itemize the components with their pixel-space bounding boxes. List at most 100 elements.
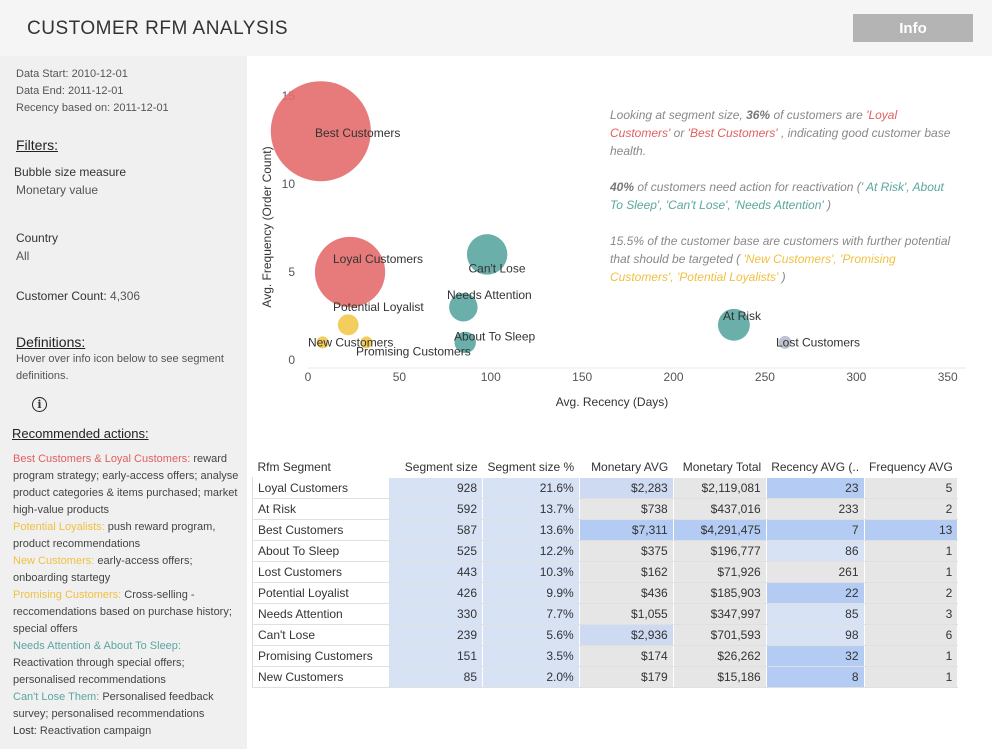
table-row[interactable]: Lost Customers 443 10.3% $162 $71,926 261 1 (252, 561, 959, 583)
country-label: Country (16, 231, 59, 245)
column-header[interactable]: Rfm Segment (252, 457, 389, 478)
table-row[interactable]: At Risk 592 13.7% $738 $437,016 233 2 (252, 498, 959, 520)
column-header[interactable]: Segment size (388, 457, 483, 478)
value-cell: $2,283 (578, 477, 674, 499)
value-cell: 239 (388, 624, 483, 646)
action-label: Can't Lose Them: (13, 691, 100, 703)
table-row[interactable]: Can't Lose 239 5.6% $2,936 $701,593 98 6 (252, 624, 959, 646)
x-tick-label: 0 (305, 370, 312, 384)
value-cell: $738 (578, 498, 674, 520)
header-bar: CUSTOMER RFM ANALYSIS Info (0, 0, 992, 56)
column-header[interactable]: Monetary AVG (579, 457, 674, 478)
value-cell: 12.2% (482, 540, 580, 562)
action-item: Best Customers & Loyal Customers: reward… (13, 451, 239, 519)
action-label: Promising Customers: (13, 589, 122, 601)
value-cell: 1 (863, 666, 959, 688)
x-tick-label: 250 (755, 370, 775, 384)
column-header[interactable]: Segment size % (482, 457, 580, 478)
value-cell: 85 (765, 603, 865, 625)
table-row[interactable]: Best Customers 587 13.6% $7,311 $4,291,475 7 1… (252, 519, 959, 541)
column-header[interactable]: Frequency AVG (864, 457, 958, 478)
table-row[interactable]: About To Sleep 525 12.2% $375 $196,777 86 1 (252, 540, 959, 562)
y-tick-label: 10 (282, 177, 296, 191)
customer-count: Customer Count: 4,306 (16, 289, 140, 303)
bubble-size-select[interactable]: Monetary value (16, 183, 99, 197)
commentary-yellow: 'New Customers', 'Promising Customers', … (610, 252, 896, 284)
table-row[interactable]: Needs Attention 330 7.7% $1,055 $347,997 85 3 (252, 603, 959, 625)
commentary-text: , indicating good customer base health. (610, 126, 951, 158)
segment-name-cell: Best Customers (252, 519, 389, 541)
column-header[interactable]: Recency AVG (.. (766, 457, 865, 478)
value-cell: 86 (765, 540, 865, 562)
bubble-best-customers (270, 81, 371, 182)
action-label: Best Customers & Loyal Customers: (13, 453, 191, 465)
value-cell: $71,926 (672, 561, 767, 583)
table-row[interactable]: Potential Loyalist 426 9.9% $436 $185,903 22 2 (252, 582, 959, 604)
value-cell: $2,936 (578, 624, 674, 646)
bubble-about-to-sleep (454, 331, 476, 354)
x-tick-label: 100 (481, 370, 501, 384)
value-cell: 525 (388, 540, 483, 562)
sidebar: Data Start: 2010-12-01 Data End: 2011-12… (0, 56, 247, 749)
action-label: Lost: (13, 725, 37, 737)
value-cell: 928 (388, 477, 483, 499)
rfm-bubble-chart: 051015050100150200250300350Avg. Recency … (253, 64, 973, 429)
value-cell: 151 (388, 645, 483, 667)
x-tick-label: 50 (393, 370, 407, 384)
column-header[interactable]: Monetary Total (673, 457, 767, 478)
commentary-text: 15.5% of the customer base are customers… (610, 234, 951, 266)
x-axis-label: Avg. Recency (Days) (556, 395, 668, 409)
value-cell: $179 (578, 666, 674, 688)
data-start-text: Data Start: 2010-12-01 (16, 68, 128, 80)
bubble-size-label: Bubble size measure (14, 165, 127, 179)
value-cell: 10.3% (482, 561, 580, 583)
bubble-can-t-lose (466, 234, 508, 275)
bubble-label: Can't Lose (469, 261, 526, 275)
bubble-loyal-customers (314, 236, 386, 308)
value-cell: $375 (578, 540, 674, 562)
bubble-new-customers (316, 336, 329, 349)
value-cell: 8 (765, 666, 865, 688)
definitions-line-2: definitions. (16, 370, 69, 382)
commentary-text: Looking at segment size, (610, 108, 747, 122)
table-row[interactable]: Promising Customers 151 3.5% $174 $26,262 32 1 (252, 645, 959, 667)
action-text: Personalised feedback survey; personalis… (13, 691, 214, 720)
action-text: push reward program, product recommendat… (13, 521, 216, 550)
table-row[interactable]: New Customers 85 2.0% $179 $15,186 8 1 (252, 666, 959, 688)
chart-svg: 051015050100150200250300350Avg. Recency … (260, 81, 966, 409)
value-cell: 13 (863, 519, 959, 541)
definitions-heading: Definitions: (16, 334, 86, 350)
table-row[interactable]: Loyal Customers 928 21.6% $2,283 $2,119,081 2… (252, 477, 959, 499)
recency-based-text: Recency based on: 2011-12-01 (16, 102, 169, 114)
action-label: Potential Loyalists: (13, 521, 105, 533)
info-icon[interactable]: i (32, 397, 47, 412)
action-label: Needs Attention & About To Sleep: (13, 640, 181, 652)
value-cell: 1 (863, 540, 959, 562)
value-cell: 98 (765, 624, 865, 646)
x-tick-label: 200 (664, 370, 684, 384)
value-cell: $162 (578, 561, 674, 583)
bubble-label: Promising Customers (356, 344, 471, 358)
commentary-text: of customers need action for reactivatio… (634, 180, 861, 194)
segment-name-cell: Promising Customers (252, 645, 389, 667)
action-item: New Customers: early-access offers; onbo… (13, 553, 239, 587)
value-cell: $7,311 (578, 519, 674, 541)
table-header-row: Rfm Segment Segment size Segment size % Mon… (252, 457, 958, 478)
value-cell: 13.6% (482, 519, 580, 541)
info-button[interactable]: Info (853, 14, 973, 42)
bubble-potential-loyalist (337, 314, 359, 336)
country-select[interactable]: All (16, 249, 30, 263)
commentary-red: 'Loyal Customers' (610, 108, 898, 140)
data-end-text: Data End: 2011-12-01 (16, 85, 124, 97)
bubble-label: At Risk (723, 309, 762, 323)
value-cell: $436 (578, 582, 674, 604)
y-axis-label: Avg. Frequency (Order Count) (260, 146, 274, 307)
bubble-lost-customers (778, 335, 792, 349)
value-cell: $1,055 (578, 603, 674, 625)
bubble-at-risk (717, 308, 750, 341)
segment-name-cell: About To Sleep (252, 540, 389, 562)
value-cell: 2 (863, 582, 959, 604)
value-cell: $185,903 (672, 582, 767, 604)
value-cell: $196,777 (672, 540, 767, 562)
commentary-text: or (670, 126, 688, 140)
